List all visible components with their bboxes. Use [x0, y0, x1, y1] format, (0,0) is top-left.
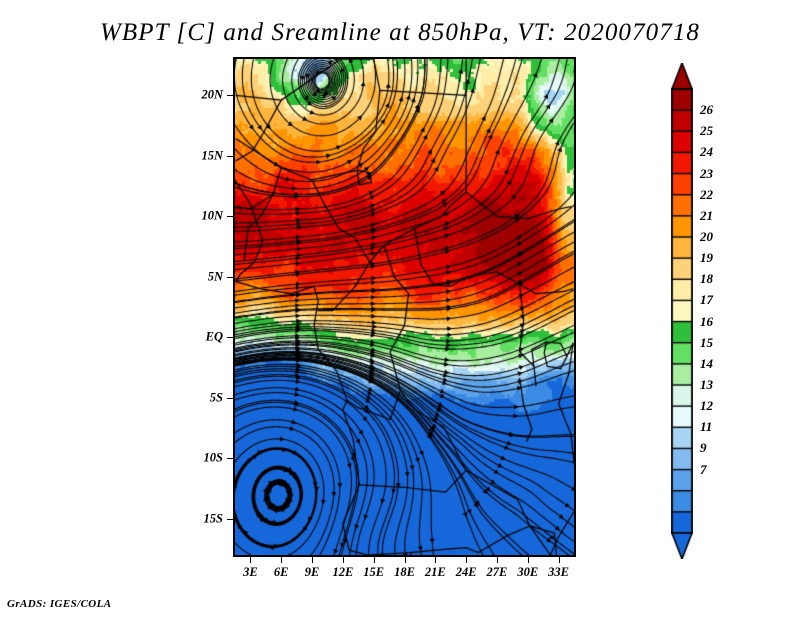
- latitude-tick: [227, 518, 233, 520]
- latitude-tick: [227, 216, 233, 218]
- longitude-tick: [527, 557, 529, 563]
- latitude-tick: [227, 458, 233, 460]
- colorbar-tick-label: 9: [700, 440, 707, 456]
- latitude-label: 10S: [203, 450, 223, 465]
- colorbar: [671, 63, 693, 559]
- colorbar-tick-label: 12: [700, 398, 713, 414]
- latitude-label: 15S: [203, 511, 223, 526]
- colorbar-tick-label: 16: [700, 313, 713, 329]
- colorbar-tick-label: 18: [700, 271, 713, 287]
- colorbar-tick-label: 17: [700, 292, 713, 308]
- longitude-label: 21E: [424, 565, 446, 579]
- latitude-label: 20N: [201, 87, 223, 102]
- latitude-tick: [227, 155, 233, 157]
- colorbar-tick-label: 23: [700, 165, 713, 181]
- longitude-label: 3E: [243, 565, 258, 579]
- latitude-label: 10N: [201, 208, 223, 223]
- colorbar-tick-label: 21: [700, 207, 713, 223]
- longitude-label: 24E: [455, 565, 477, 579]
- latitude-label: 5S: [209, 390, 223, 405]
- colorbar-tick-label: 26: [700, 102, 713, 118]
- latitude-label: EQ: [205, 329, 223, 344]
- colorbar-tick-label: 24: [700, 144, 713, 160]
- latitude-label: 15N: [201, 148, 223, 163]
- longitude-tick: [373, 557, 375, 563]
- colorbar-tick-label: 25: [700, 123, 713, 139]
- attribution-footer: GrADS: IGES/COLA: [7, 598, 112, 610]
- latitude-tick: [227, 337, 233, 339]
- latitude-tick: [227, 95, 233, 97]
- colorbar-tick-label: 7: [700, 461, 707, 477]
- colorbar-tick-label: 13: [700, 377, 713, 392]
- colorbar-tick-label: 15: [700, 334, 713, 350]
- longitude-label: 18E: [394, 565, 415, 579]
- longitude-label: 15E: [363, 565, 385, 579]
- colorbar-tick-label: 14: [700, 355, 713, 371]
- longitude-tick: [435, 557, 437, 563]
- longitude-tick: [466, 557, 468, 563]
- colorbar-tick-label: 22: [700, 186, 713, 202]
- longitude-label: 6E: [273, 565, 289, 579]
- latitude-tick: [227, 276, 233, 278]
- longitude-label: 30E: [517, 565, 539, 579]
- longitude-tick: [404, 557, 406, 563]
- latitude-tick: [227, 397, 233, 399]
- longitude-tick: [281, 557, 283, 563]
- longitude-label: 12E: [332, 565, 354, 579]
- colorbar-tick-label: 20: [700, 229, 713, 244]
- map-plot-area: [233, 57, 576, 557]
- colorbar-canvas: [671, 63, 693, 559]
- longitude-tick: [312, 557, 314, 563]
- longitude-label: 27E: [486, 565, 508, 579]
- latitude-label: 5N: [207, 269, 223, 284]
- longitude-tick: [250, 557, 252, 563]
- page-title: WBPT [C] and Sreamline at 850hPa, VT: 20…: [99, 19, 701, 46]
- longitude-tick: [342, 557, 344, 563]
- colorbar-tick-label: 19: [700, 250, 713, 266]
- longitude-tick: [558, 557, 560, 563]
- wbpt-field-canvas: [235, 59, 574, 555]
- longitude-label: 9E: [304, 565, 320, 579]
- longitude-tick: [496, 557, 498, 563]
- longitude-label: 33E: [548, 565, 569, 579]
- colorbar-tick-label: 11: [700, 419, 713, 435]
